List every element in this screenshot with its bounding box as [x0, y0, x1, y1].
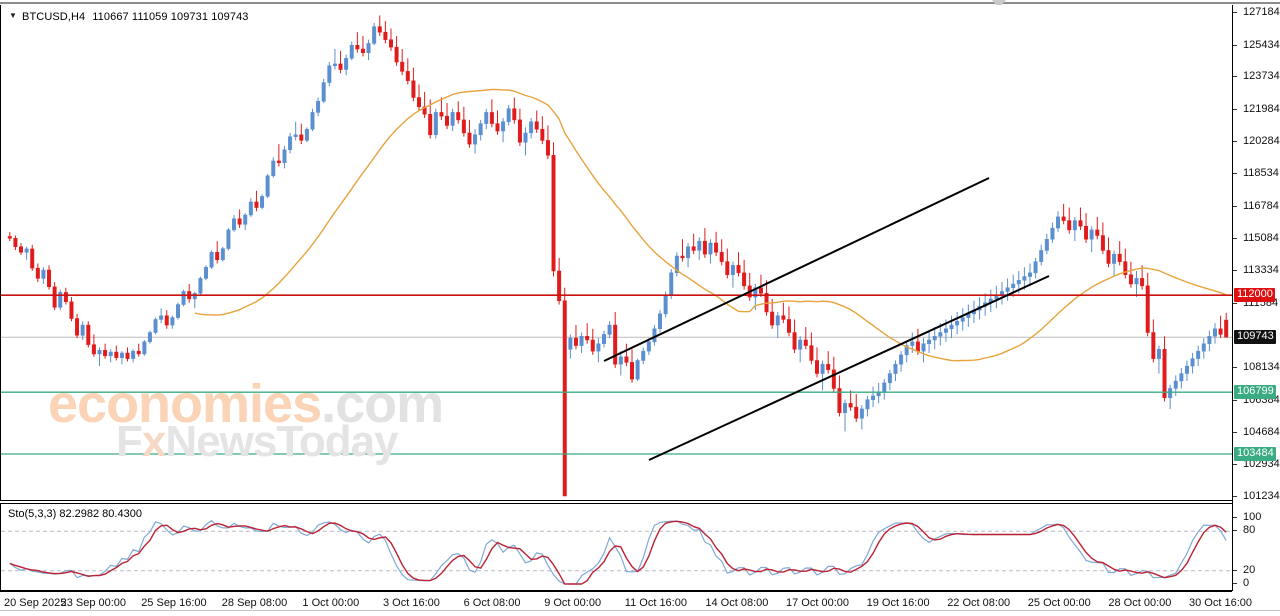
- price-axis-label: 108134: [1243, 361, 1280, 374]
- price-axis-label: 127184: [1243, 6, 1280, 18]
- axis-tick: [1233, 583, 1237, 584]
- time-axis-label: 19 Oct 16:00: [866, 597, 930, 609]
- price-axis-label: 125434: [1243, 38, 1280, 51]
- stoch-axis-label: 80: [1243, 524, 1256, 537]
- price-axis-label: 120284: [1243, 134, 1280, 147]
- time-axis-label: 28 Oct 00:00: [1108, 597, 1172, 609]
- axis-tick: [1233, 270, 1237, 272]
- axis-tick: [1233, 237, 1237, 239]
- time-axis-label: 22 Oct 08:00: [947, 597, 1011, 609]
- time-axis-label: 25 Sep 16:00: [141, 597, 207, 609]
- price-axis-label: 101234: [1243, 490, 1280, 502]
- indicator-label: Sto(5,3,3) 82.2982 80.4300: [8, 508, 142, 520]
- price-axis-highlight-103484: 103484: [1234, 447, 1276, 462]
- time-axis-label: 28 Sep 08:00: [221, 597, 288, 609]
- axis-tick: [1233, 12, 1237, 13]
- time-axis-label: 25 Oct 00:00: [1027, 597, 1091, 609]
- time-axis-label: 11 Oct 16:00: [624, 597, 687, 609]
- axis-tick: [1233, 140, 1237, 142]
- axis-tick: [1233, 367, 1237, 369]
- time-axis[interactable]: 20 Sep 2025 23 Sep 00:00 25 Sep 16:00 28 Se…: [0, 591, 1252, 616]
- symbol-header: ▼ BTCUSD,H4 110667 111059 109731 109743: [9, 11, 249, 23]
- price-pane[interactable]: ▼ BTCUSD,H4 110667 111059 109731 109743 ec…: [0, 5, 1233, 501]
- axis-tick: [1233, 108, 1237, 110]
- indicator-pane[interactable]: Sto(5,3,3) 82.2982 80.4300: [0, 503, 1232, 591]
- axis-tick: [1233, 464, 1237, 466]
- axis-tick: [1233, 399, 1237, 401]
- stoch-axis-label: 20: [1243, 563, 1256, 576]
- channel-lower: [648, 275, 1050, 461]
- price-axis-label: 115084: [1243, 231, 1279, 244]
- axis-tick: [1233, 569, 1237, 571]
- price-axis-label: 118534: [1243, 167, 1279, 180]
- price-axis-label: 121984: [1243, 102, 1280, 115]
- time-axis-label: 1 Oct 00:00: [302, 597, 360, 609]
- price-axis-label: 116784: [1243, 199, 1279, 212]
- axis-tick: [1233, 431, 1237, 433]
- time-axis-label: 23 Sep 00:00: [60, 597, 127, 609]
- stoch-d-line: [9, 520, 1227, 585]
- time-axis-label: 17 Oct 00:00: [786, 597, 849, 609]
- time-axis-label: 3 Oct 16:00: [383, 597, 440, 609]
- time-axis-label: 30 Oct 16:00: [1189, 597, 1252, 609]
- stoch-axis-label: 100: [1243, 511, 1262, 523]
- ohlc-values: 110667 111059 109731 109743: [92, 11, 249, 23]
- price-axis[interactable]: 127184 125434 123734 121984 120284 118534 1167…: [1232, 5, 1280, 591]
- axis-tick: [1233, 530, 1237, 532]
- symbol-label: BTCUSD,H4: [22, 11, 86, 23]
- bottom-divider: [0, 610, 1280, 611]
- price-axis-highlight-106799: 106799: [1234, 385, 1276, 400]
- moving-average-line: [194, 88, 1227, 362]
- time-axis-label: 9 Oct 00:00: [544, 597, 602, 609]
- price-axis-highlight-109743: 109743: [1234, 330, 1276, 345]
- price-axis-label: 102934: [1243, 458, 1280, 471]
- candlestick-series: [7, 15, 1229, 497]
- axis-tick: [1233, 302, 1237, 304]
- scroll-marker-icon[interactable]: [992, 0, 1006, 8]
- price-chart-canvas: [1, 15, 1233, 497]
- axis-tick: [1233, 205, 1237, 207]
- time-axis-label: 6 Oct 08:00: [463, 597, 521, 609]
- time-axis-label: 20 Sep 2025: [4, 597, 67, 609]
- stochastic-canvas: [1, 519, 1231, 585]
- top-scroll-strip[interactable]: [0, 0, 1280, 8]
- price-axis-label: 104684: [1243, 425, 1280, 438]
- axis-tick: [1233, 76, 1237, 78]
- axis-tick: [1233, 496, 1237, 497]
- price-axis-highlight-112000: 112000: [1234, 288, 1275, 303]
- price-axis-label: 123734: [1243, 70, 1280, 83]
- axis-tick: [1233, 517, 1237, 518]
- time-axis-label: 14 Oct 08:00: [705, 597, 769, 609]
- axis-tick: [1233, 173, 1237, 175]
- axis-tick: [1233, 44, 1237, 46]
- scroll-track[interactable]: [0, 2, 1280, 4]
- price-axis-label: 113334: [1243, 264, 1279, 277]
- channel-upper: [603, 177, 990, 362]
- stoch-axis-label: 0: [1243, 577, 1250, 589]
- chevron-down-icon[interactable]: ▼: [9, 11, 18, 20]
